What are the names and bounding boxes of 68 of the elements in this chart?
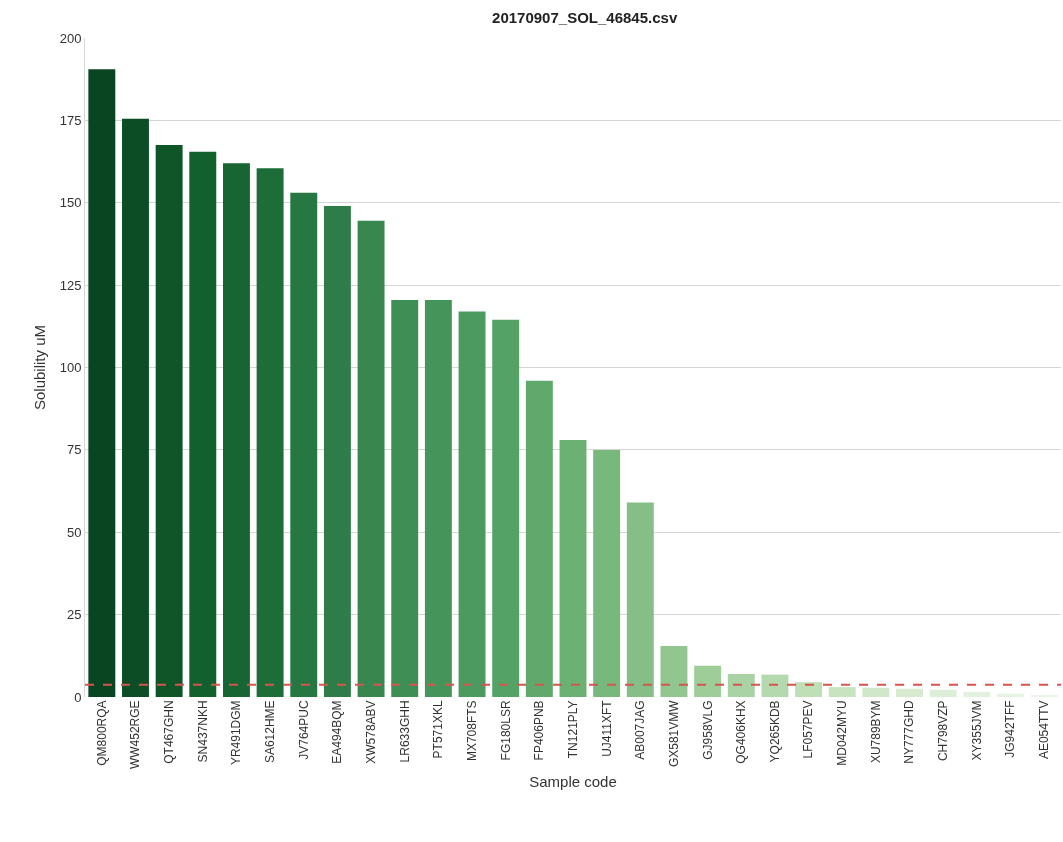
x-tick-label: QM800RQA <box>94 700 109 766</box>
bar <box>357 220 385 697</box>
x-tick-label: XW578ABV <box>363 700 378 764</box>
x-tick-label: XY355JVM <box>969 700 984 761</box>
x-tick-label: SN437NKH <box>195 700 210 763</box>
x-tick-label: QT467GHN <box>162 700 177 764</box>
x-tick-label: MX708FTS <box>464 700 479 762</box>
chart-title: 20170907_SOL_46845.csv <box>492 9 678 27</box>
y-tick-label: 200 <box>59 30 82 46</box>
x-tick-label: EA494BQM <box>330 700 345 764</box>
bar <box>88 69 116 697</box>
bar <box>155 145 183 697</box>
bar <box>761 674 789 697</box>
bar <box>828 687 856 697</box>
x-tick-label: JG942TFF <box>1003 700 1018 758</box>
y-tick-label: 150 <box>59 195 82 211</box>
y-tick-label: 25 <box>66 607 82 623</box>
x-tick-label: GX581VMW <box>666 699 681 768</box>
y-tick-label: 75 <box>66 442 82 458</box>
y-tick-label: 50 <box>66 524 82 540</box>
y-tick-label: 0 <box>74 689 82 705</box>
bar <box>963 692 991 697</box>
x-tick-label: FG180LSR <box>498 700 513 761</box>
x-tick-label: YR491DGM <box>229 700 244 766</box>
y-tick-label: 100 <box>59 360 82 376</box>
bar <box>323 206 351 697</box>
x-tick-label: NY777GHD <box>902 700 917 764</box>
bar <box>559 439 587 697</box>
bar <box>122 118 149 697</box>
x-tick-label: PT571XKL <box>431 700 446 759</box>
bar <box>929 689 957 697</box>
x-tick-label: AB007JAG <box>633 700 648 760</box>
bar <box>862 687 890 697</box>
bar <box>896 688 924 697</box>
y-tick-label: 175 <box>59 112 82 128</box>
x-tick-label: XU789BYM <box>868 700 883 764</box>
bar <box>424 299 452 697</box>
bar <box>458 311 486 697</box>
bar <box>694 665 722 697</box>
x-tick-label: FP406PNB <box>532 700 547 761</box>
y-axis-title: Solubility uM <box>31 324 48 411</box>
x-tick-label: UJ411XFT <box>599 699 614 757</box>
x-tick-label: JV764PUC <box>296 700 311 760</box>
bar <box>290 192 318 697</box>
x-tick-label: AE054TTV <box>1037 700 1052 760</box>
x-tick-label: GJ958VLG <box>700 700 715 760</box>
x-tick-label: LF057PEV <box>801 700 816 759</box>
bar <box>660 645 688 697</box>
y-tick-label: 125 <box>59 277 82 293</box>
bar <box>525 380 553 697</box>
bar <box>222 163 250 697</box>
bar <box>593 449 621 697</box>
bar <box>391 299 419 697</box>
bar <box>256 168 284 697</box>
x-tick-label: TN121PLY <box>565 700 580 759</box>
x-tick-label: MD042MYU <box>835 700 850 766</box>
x-axis-title: Sample code <box>529 773 617 791</box>
x-tick-label: CH798VZP <box>936 700 951 762</box>
bar <box>795 682 823 697</box>
bar <box>492 319 520 697</box>
x-tick-label: WW452RGE <box>128 700 143 770</box>
bar <box>626 502 654 697</box>
x-tick-label: SA612HME <box>263 700 277 764</box>
x-tick-label: QG406KHX <box>734 700 749 764</box>
bar <box>189 151 217 697</box>
bar <box>727 673 755 697</box>
x-tick-label: YQ265KDB <box>767 700 782 763</box>
x-tick-label: LR633GHH <box>397 700 412 763</box>
